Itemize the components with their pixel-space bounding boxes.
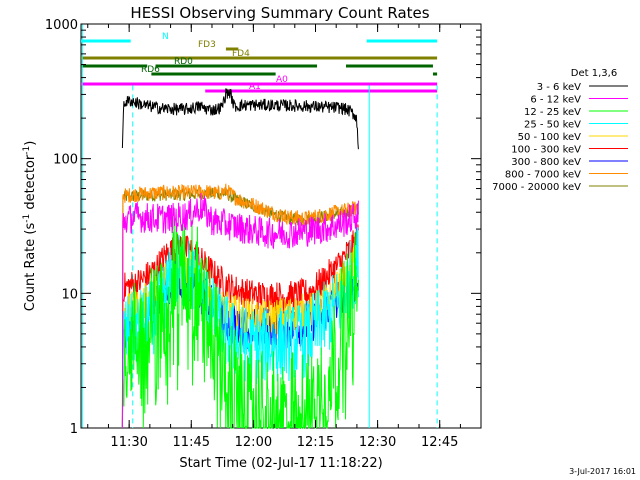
legend-entry-label: 7000 - 20000 keV xyxy=(492,182,581,193)
flag-label-a1: A1 xyxy=(249,82,261,92)
interval-lines xyxy=(81,24,438,428)
legend-entry-label: 50 - 100 keV xyxy=(518,132,582,143)
x-axis-label: Start Time (02-Jul-17 11:18:22) xyxy=(179,456,382,471)
y-label-sup1: -1 xyxy=(22,214,32,223)
flag-label-fd4: FD4 xyxy=(232,49,250,59)
y-tick-label: 100 xyxy=(53,153,78,168)
series-line xyxy=(121,183,359,429)
chart-title: HESSI Observing Summary Count Rates xyxy=(130,4,429,22)
series-line xyxy=(121,224,359,429)
flag-bars: N FD3 FD4 RD0 RD6 A0 A1 xyxy=(81,32,438,93)
x-tick-label: 11:30 xyxy=(110,435,147,450)
y-axis-label: Count Rate (s-1 detector-1) xyxy=(22,141,38,312)
legend-entry-label: 300 - 800 keV xyxy=(511,157,581,168)
y-label-sup2: -1 xyxy=(22,146,32,155)
flag-label-n: N xyxy=(162,32,169,42)
generated-timestamp: 3-Jul-2017 16:01 xyxy=(569,467,636,476)
flag-label-fd3: FD3 xyxy=(198,40,216,50)
flag-label-a0: A0 xyxy=(276,75,288,85)
y-tick-label: 1000 xyxy=(45,18,78,33)
legend-title: Det 1,3,6 xyxy=(571,68,617,79)
legend-entry-label: 100 - 300 keV xyxy=(511,145,581,156)
x-tick-label: 11:45 xyxy=(173,435,210,450)
y-tick-label: 10 xyxy=(61,287,78,302)
legend-entry-label: 3 - 6 keV xyxy=(537,82,581,93)
x-tick-label: 12:45 xyxy=(421,435,458,450)
series-line xyxy=(121,88,359,150)
x-tick-label: 12:00 xyxy=(235,435,272,450)
x-ticks: 11:30 11:45 12:00 12:15 12:30 12:45 xyxy=(87,24,461,450)
legend-entry-label: 25 - 50 keV xyxy=(524,120,581,131)
legend-entry-label: 12 - 25 keV xyxy=(524,107,581,118)
series-line xyxy=(121,192,359,429)
series-lines xyxy=(121,88,359,430)
series-line xyxy=(121,208,359,430)
y-tick-label: 1 xyxy=(70,422,78,437)
flag-label-rd6: RD6 xyxy=(141,65,160,75)
y-label-end: ) xyxy=(23,141,38,146)
x-tick-label: 12:30 xyxy=(359,435,396,450)
y-ticks: 1 10 100 1000 xyxy=(45,18,481,437)
y-label-mid: detector xyxy=(23,154,38,214)
flag-label-rd0: RD0 xyxy=(174,57,193,67)
legend-entry-label: 6 - 12 keV xyxy=(530,95,581,106)
legend-entry-label: 800 - 7000 keV xyxy=(505,170,581,181)
y-label-main: Count Rate (s xyxy=(23,223,38,312)
x-tick-label: 12:15 xyxy=(297,435,334,450)
